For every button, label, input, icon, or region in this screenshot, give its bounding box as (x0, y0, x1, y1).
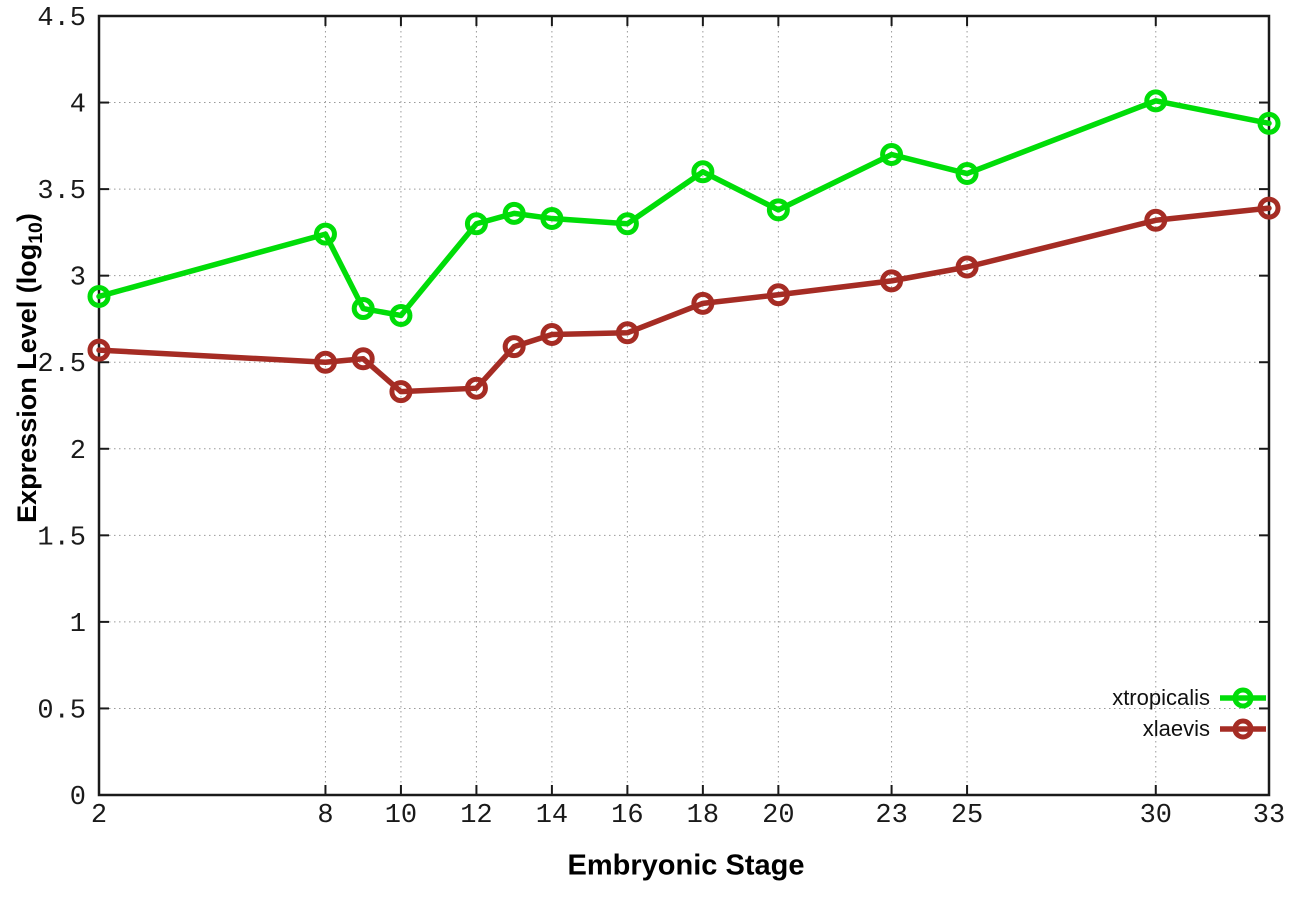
x-tick-label: 10 (385, 801, 417, 831)
legend-label: xtropicalis (1112, 685, 1210, 710)
data-point-xtropicalis (502, 201, 526, 225)
y-tick-label: 0.5 (37, 696, 86, 726)
data-point-xlaevis (87, 338, 111, 362)
legend-entry-xlaevis: xlaevis (1143, 715, 1266, 743)
legend-marker-xlaevis (1220, 718, 1266, 740)
y-axis-title-suffix: ) (11, 213, 42, 223)
data-point-xlaevis (389, 380, 413, 404)
x-tick-label: 25 (951, 801, 983, 831)
data-point-xtropicalis (880, 142, 904, 166)
data-point-xlaevis (766, 283, 790, 307)
data-point-xtropicalis (313, 222, 337, 246)
data-point-xlaevis (351, 347, 375, 371)
y-tick-label: 2.5 (37, 350, 86, 380)
y-axis-title-subscript: 10 (25, 222, 48, 244)
x-tick-label: 20 (762, 801, 794, 831)
data-point-xlaevis (955, 255, 979, 279)
x-tick-label: 30 (1140, 801, 1172, 831)
y-tick-label: 1 (70, 610, 86, 640)
y-tick-label: 3.5 (37, 177, 86, 207)
series-line-xtropicalis (96, 98, 1272, 319)
data-point-xlaevis (313, 350, 337, 374)
legend-marker-xtropicalis (1220, 687, 1266, 709)
data-point-xlaevis (615, 321, 639, 345)
x-tick-label: 14 (536, 801, 568, 831)
y-tick-label: 0 (70, 783, 86, 813)
y-tick-label: 3 (70, 264, 86, 294)
y-tick-label: 4.5 (37, 4, 86, 34)
x-tick-label: 18 (687, 801, 719, 831)
x-axis-title: Embryonic Stage (567, 849, 805, 882)
data-point-xlaevis (880, 269, 904, 293)
x-tick-label: 12 (460, 801, 492, 831)
data-point-xtropicalis (540, 207, 564, 231)
data-point-xtropicalis (87, 284, 111, 308)
legend-entry-xtropicalis: xtropicalis (1112, 684, 1266, 712)
legend-label: xlaevis (1142, 716, 1210, 741)
data-point-xlaevis (691, 291, 715, 315)
x-tick-label: 8 (317, 801, 333, 831)
y-tick-label: 2 (70, 437, 86, 467)
y-axis-title-text: Expression Level (log (11, 243, 42, 523)
y-tick-label: 1.5 (37, 523, 86, 553)
x-tick-label: 23 (875, 801, 907, 831)
data-point-xlaevis (1144, 208, 1168, 232)
data-point-xtropicalis (1257, 111, 1281, 135)
data-point-xtropicalis (615, 212, 639, 236)
series-line-xlaevis (96, 205, 1272, 395)
data-point-xtropicalis (691, 160, 715, 184)
data-point-xtropicalis (351, 297, 375, 321)
data-point-xlaevis (464, 376, 488, 400)
x-tick-label: 33 (1253, 801, 1285, 831)
data-point-xtropicalis (766, 198, 790, 222)
x-tick-label: 2 (91, 801, 107, 831)
data-point-xlaevis (540, 323, 564, 347)
plot-border (97, 14, 1271, 797)
data-point-xtropicalis (389, 303, 413, 327)
data-point-xtropicalis (955, 162, 979, 186)
legend: xtropicalis xlaevis (1112, 684, 1266, 743)
data-point-xlaevis (502, 335, 526, 359)
x-tick-label: 16 (611, 801, 643, 831)
data-point-xlaevis (1257, 196, 1281, 220)
data-point-xtropicalis (1144, 89, 1168, 113)
y-axis-title: Expression Level (log10) (12, 58, 48, 678)
data-point-xtropicalis (464, 212, 488, 236)
y-tick-label: 4 (70, 91, 86, 121)
